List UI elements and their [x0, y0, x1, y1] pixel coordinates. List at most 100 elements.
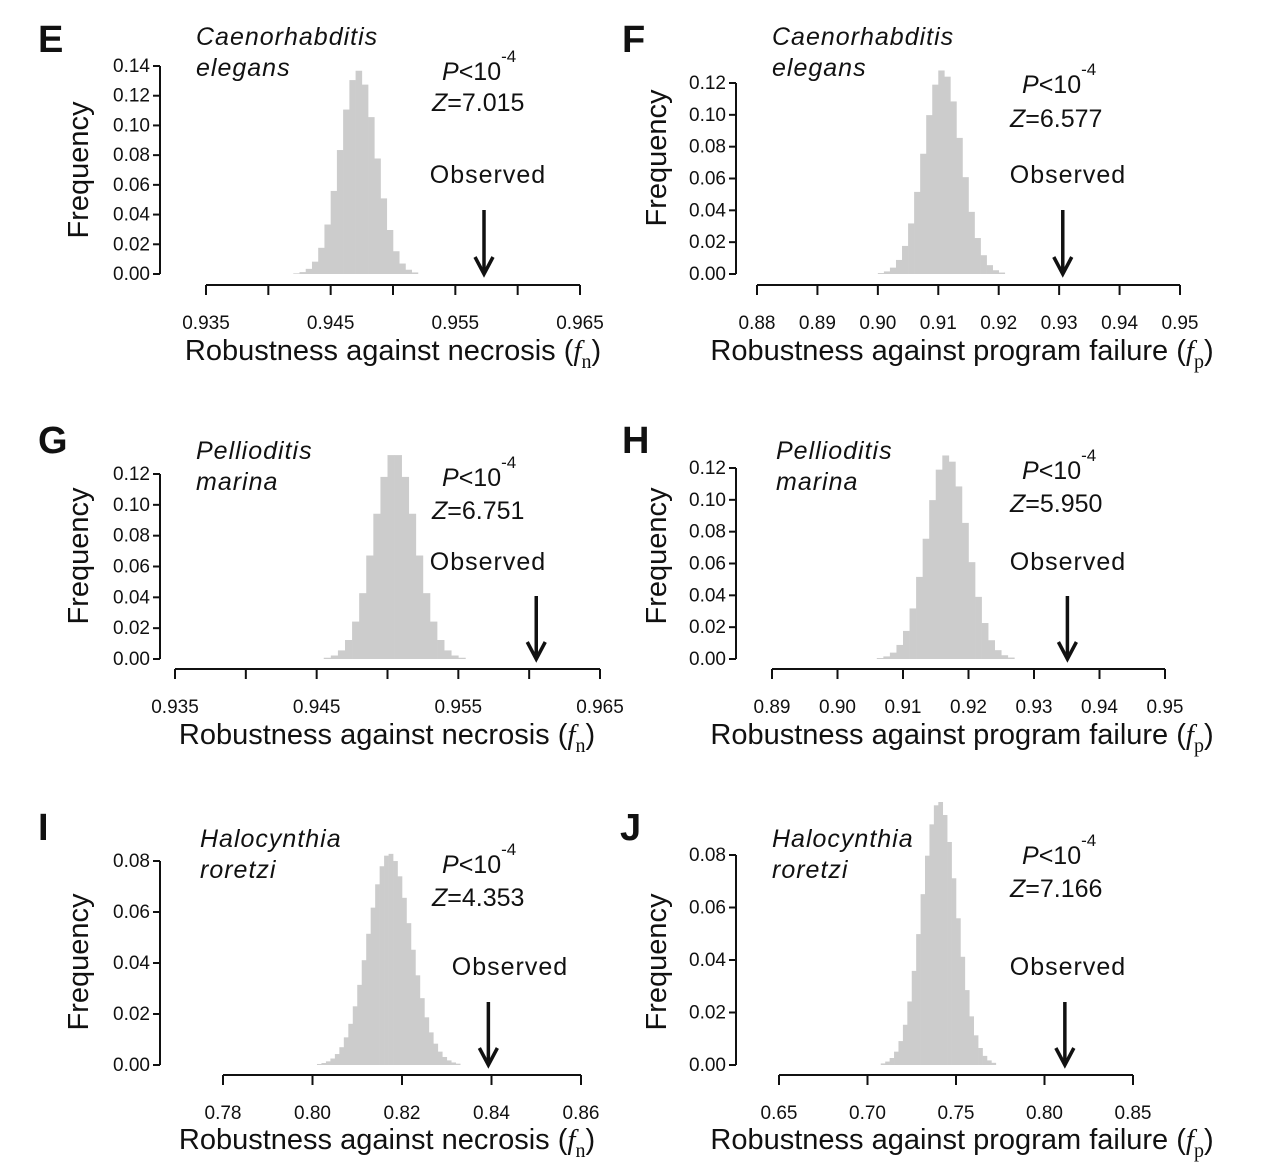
histogram-bar — [393, 251, 400, 274]
histogram-bar — [908, 223, 915, 274]
z-score-annotation: Z=5.950 — [1009, 490, 1102, 518]
histogram-bar — [896, 644, 904, 659]
y-tick-label: 0.08 — [113, 145, 150, 166]
z-value: =7.015 — [447, 89, 524, 117]
species-name-line2: elegans — [196, 54, 291, 82]
histogram-bar — [359, 593, 367, 659]
z-score-annotation: Z=7.166 — [1009, 875, 1102, 903]
x-tick-label: 0.94 — [1081, 697, 1118, 718]
observed-label: Observed — [1010, 953, 1126, 981]
x-axis-label-subscript: p — [1194, 735, 1204, 757]
histogram-bar — [415, 975, 421, 1065]
histogram-plot: 0.00 0.02 0.04 0.06 0.08 0.10 0.12 0.88 0.89 0.90… — [689, 70, 1198, 334]
histogram-bar — [942, 815, 948, 1065]
histogram-bar — [938, 802, 944, 1065]
histogram-bar — [422, 593, 431, 659]
histogram-bar — [991, 1062, 997, 1065]
species-name-line2: roretzi — [772, 856, 849, 884]
z-score-annotation: Z=6.577 — [1009, 105, 1102, 133]
panel-label: G — [38, 420, 68, 462]
x-tick-label: 0.935 — [182, 313, 230, 334]
y-tick-label: 0.06 — [689, 169, 726, 190]
histogram-bar — [962, 177, 969, 274]
histogram-bar — [433, 1043, 439, 1065]
z-score-annotation: Z=6.751 — [431, 497, 524, 525]
y-tick-label: 0.06 — [689, 554, 726, 575]
histogram-bar — [880, 1063, 886, 1065]
histogram-bar — [388, 853, 394, 1065]
histogram-bar — [343, 109, 350, 274]
histogram-bar — [960, 956, 966, 1065]
histogram-bar — [955, 486, 963, 659]
histogram-bar — [380, 198, 388, 274]
histogram-bar — [950, 101, 957, 274]
y-tick-label: 0.02 — [113, 234, 150, 255]
z-symbol: Z — [1009, 875, 1026, 903]
histogram-bar — [981, 623, 989, 659]
histogram-bar — [299, 272, 307, 274]
y-tick-label: 0.04 — [113, 953, 150, 974]
histogram-bar — [455, 1063, 461, 1065]
histogram-bar — [394, 455, 402, 659]
histogram-bar — [437, 1051, 443, 1065]
x-axis-label-subscript: n — [575, 1140, 585, 1162]
y-tick-label: 0.04 — [689, 585, 726, 606]
x-tick-label: 0.82 — [384, 1103, 421, 1124]
x-tick-label: 0.91 — [885, 697, 922, 718]
histogram-bar — [926, 115, 933, 274]
histogram-bar — [293, 273, 300, 274]
x-tick-label: 0.945 — [307, 313, 355, 334]
y-tick-label: 0.06 — [113, 557, 150, 578]
species-name-line2: elegans — [772, 54, 867, 82]
x-tick-label: 0.945 — [293, 697, 341, 718]
histogram-bar — [305, 268, 313, 274]
panel-i: I Halocynthia roretzi Frequency P<10-4 Z… — [38, 807, 599, 1162]
histogram-bar — [974, 238, 981, 274]
histogram-bar — [318, 247, 325, 274]
histogram-bar — [968, 562, 976, 659]
observed-label: Observed — [452, 953, 568, 981]
species-name-line1: Caenorhabditis — [196, 23, 378, 51]
observed-arrow-head — [473, 256, 495, 278]
y-tick-label: 0.00 — [689, 1055, 726, 1076]
p-value: <10 — [1039, 842, 1081, 870]
x-tick-label: 0.80 — [1026, 1103, 1063, 1124]
observed-arrow-head — [477, 1047, 499, 1069]
histogram-bar — [311, 261, 319, 274]
histogram-bar — [909, 608, 917, 659]
y-tick-label: 0.10 — [113, 495, 150, 516]
histogram-bar — [877, 273, 885, 274]
histogram-bar — [933, 805, 939, 1065]
x-tick-label: 0.90 — [859, 313, 896, 334]
species-name-line1: Halocynthia — [772, 825, 914, 853]
observed-arrow-head — [1052, 256, 1074, 278]
histogram-bar — [375, 884, 380, 1065]
histogram-bar — [345, 640, 353, 659]
histogram-bar — [986, 1060, 992, 1065]
histogram-bar — [951, 878, 957, 1065]
x-tick-label: 0.89 — [799, 313, 836, 334]
histogram-bar — [978, 1048, 983, 1065]
histogram-bar — [402, 897, 407, 1065]
histogram-bar — [411, 272, 419, 274]
species-name-line1: Caenorhabditis — [772, 23, 954, 51]
histogram-plot: 0.00 0.02 0.04 0.06 0.08 0.78 0.80 0.82 0.84 0.86 — [113, 851, 599, 1124]
y-tick-label: 0.08 — [689, 522, 726, 543]
histogram-bar — [336, 150, 344, 274]
p-value: <10 — [459, 58, 501, 86]
histogram-bar — [1007, 657, 1015, 659]
histogram-bar — [964, 990, 970, 1065]
x-tick-label: 0.78 — [205, 1103, 242, 1124]
species-name-line2: marina — [776, 468, 858, 496]
y-tick-label: 0.00 — [113, 264, 150, 285]
p-value: <10 — [1039, 71, 1081, 99]
p-value: <10 — [459, 851, 501, 879]
p-value-annotation: P<10-4 — [1022, 446, 1096, 485]
histogram-bar — [419, 998, 425, 1065]
histogram-bar — [894, 1051, 899, 1065]
p-symbol: P — [1022, 71, 1039, 99]
x-tick-label: 0.75 — [938, 1103, 975, 1124]
histogram-bar — [938, 70, 945, 274]
panel-g: G Pellioditis marina Frequency P<10-4 Z=… — [38, 420, 624, 757]
y-tick-label: 0.06 — [689, 898, 726, 919]
